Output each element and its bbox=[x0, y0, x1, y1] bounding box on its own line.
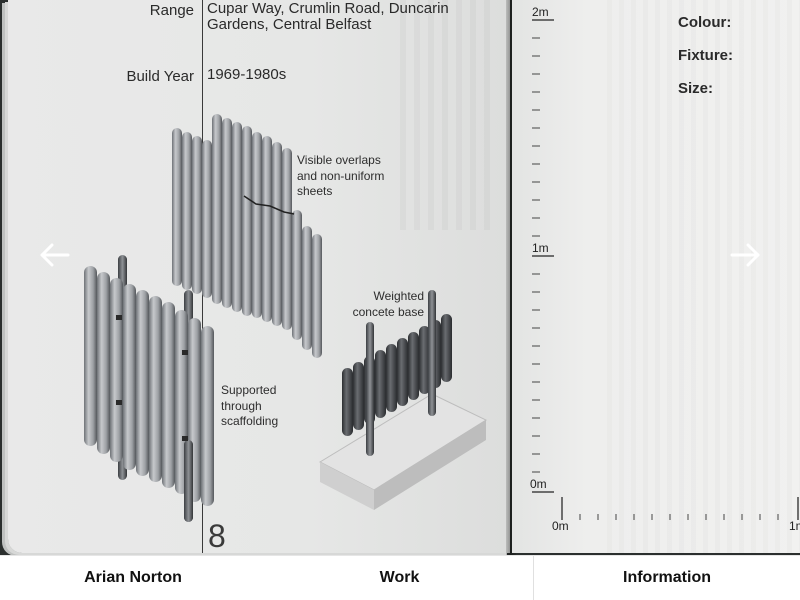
field-label-fixture: Fixture: bbox=[678, 47, 734, 64]
spec-value-range-line: Cupar Way, Crumlin Road, Duncarin bbox=[207, 0, 449, 17]
spec-label-range: Range bbox=[149, 2, 194, 19]
annotation-line: through bbox=[221, 398, 262, 413]
footer-link-work[interactable]: Work bbox=[379, 569, 420, 586]
annotation-scaffolding: Supported through scaffolding bbox=[221, 383, 278, 430]
footer-nav: Arian Norton Work Information bbox=[0, 555, 800, 600]
footer-link-information[interactable]: Information bbox=[623, 569, 711, 586]
field-label-size: Size: bbox=[678, 80, 714, 97]
left-page: Range Cupar Way, Crumlin Road, Duncarin … bbox=[8, 0, 510, 554]
footer-link-name[interactable]: Arian Norton bbox=[84, 569, 182, 586]
scale-label-0m-vertical: 0m bbox=[530, 477, 547, 491]
background-texture bbox=[400, 0, 490, 230]
weighted-base-fence-drawing bbox=[318, 290, 488, 510]
annotation-line: concete base bbox=[352, 304, 424, 319]
spec-value-range-line: Gardens, Central Belfast bbox=[207, 16, 372, 33]
footer-divider bbox=[533, 556, 534, 600]
scale-label-1m-horizontal: 1m bbox=[789, 519, 800, 533]
annotation-line: and non-uniform bbox=[297, 168, 385, 183]
annotation-line: scaffolding bbox=[221, 414, 279, 428]
arrow-right-icon bbox=[730, 243, 760, 267]
annotation-line: sheets bbox=[297, 184, 333, 198]
next-page-button[interactable] bbox=[728, 240, 762, 270]
spec-value-build-year: 1969-1980s bbox=[207, 66, 287, 83]
measurement-scale bbox=[532, 19, 799, 520]
scale-label-2m: 2m bbox=[532, 5, 549, 19]
fence-illustration bbox=[84, 114, 488, 522]
scale-label-1m: 1m bbox=[532, 241, 549, 255]
arrow-left-icon bbox=[40, 243, 70, 267]
scaffold-fence-drawing bbox=[84, 255, 214, 522]
spec-value-range: Cupar Way, Crumlin Road, Duncarin Garden… bbox=[207, 1, 497, 33]
book-spread-viewer: Range Cupar Way, Crumlin Road, Duncarin … bbox=[0, 0, 800, 555]
page-number: 8 bbox=[208, 518, 226, 554]
annotation-line: Visible overlaps bbox=[297, 153, 381, 167]
background-texture bbox=[607, 0, 800, 553]
field-label-colour: Colour: bbox=[678, 14, 732, 31]
annotation-base: Weighted concete base bbox=[344, 289, 424, 320]
overlap-fence-drawing bbox=[172, 114, 322, 358]
annotation-line: Weighted bbox=[373, 289, 424, 303]
previous-page-button[interactable] bbox=[38, 240, 72, 270]
book-spine bbox=[506, 0, 516, 555]
right-page: Colour: Fixture: Size: bbox=[512, 0, 800, 553]
scale-label-0m-horizontal: 0m bbox=[552, 519, 569, 533]
annotation-overlaps: Visible overlaps and non-uniform sheets bbox=[297, 153, 384, 200]
spec-label-build-year: Build Year bbox=[126, 68, 194, 85]
annotation-line: Supported bbox=[221, 383, 277, 397]
